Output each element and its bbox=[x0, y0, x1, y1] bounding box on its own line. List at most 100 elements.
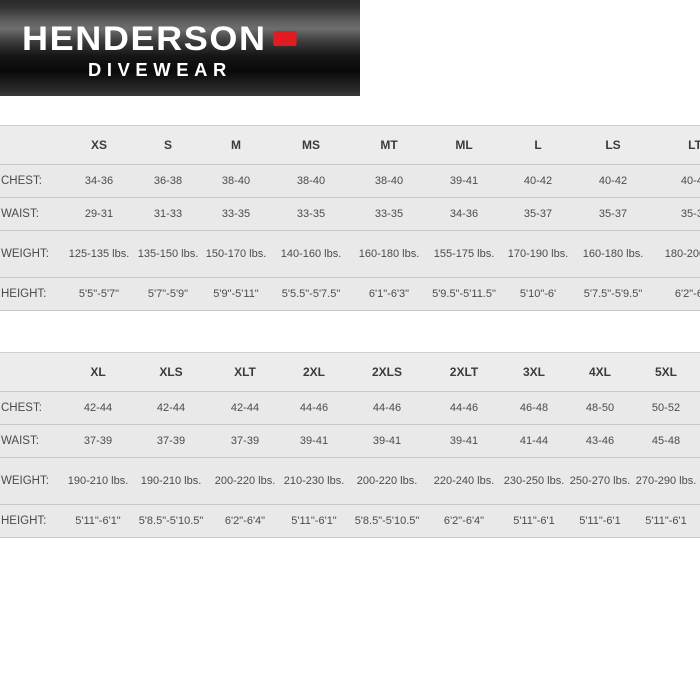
table-row: HEIGHT: 5'11"-6'1" 5'8.5"-5'10.5" 6'2"-6'4"… bbox=[0, 504, 700, 538]
row-label-height: HEIGHT: bbox=[0, 277, 63, 311]
column-header-xlt: XLT bbox=[209, 352, 281, 392]
brand-wordmark-text: HENDERSON bbox=[22, 20, 267, 58]
cell-waist-mt: 33-35 bbox=[351, 197, 427, 231]
column-header-3xl: 3XL bbox=[501, 352, 567, 392]
table-row: HEIGHT: 5'5"-5'7" 5'7"-5'9" 5'9"-5'11" 5'5.5… bbox=[0, 277, 700, 311]
cell-chest-xls: 42-44 bbox=[133, 391, 209, 425]
cell-weight-3xl: 230-250 lbs. bbox=[501, 457, 567, 505]
table-header-row: XS S M MS MT ML L LS LT bbox=[0, 125, 700, 165]
column-header-ml: ML bbox=[427, 125, 501, 165]
column-header-5xl: 5XL bbox=[633, 352, 699, 392]
cell-weight-s: 135-150 lbs. bbox=[135, 230, 201, 278]
cell-height-3xl: 5'11"-6'1 bbox=[501, 504, 567, 538]
column-header-xl: XL bbox=[63, 352, 133, 392]
column-header-4xl: 4XL bbox=[567, 352, 633, 392]
table-header-row: XLXLSXLT2XL2XLS2XLT3XL4XL5XL6XL bbox=[0, 352, 700, 392]
cell-chest-xl: 42-44 bbox=[63, 391, 133, 425]
size-table-2-container: XLXLSXLT2XL2XLS2XLT3XL4XL5XL6XL CHEST:42… bbox=[0, 352, 700, 538]
row-label-weight: WEIGHT: bbox=[0, 230, 63, 278]
cell-waist-xs: 29-31 bbox=[63, 197, 135, 231]
column-header-xls: XLS bbox=[133, 352, 209, 392]
cell-weight-5xl: 270-290 lbs. bbox=[633, 457, 699, 505]
cell-height-l: 5'10"-6' bbox=[501, 277, 575, 311]
cell-waist-3xl: 41-44 bbox=[501, 424, 567, 458]
size-table-1-container: XS S M MS MT ML L LS LT CHEST: 34-36 36-38 38-40 38-… bbox=[0, 125, 700, 311]
cell-weight-ms: 140-160 lbs. bbox=[271, 230, 351, 278]
cell-chest-l: 40-42 bbox=[501, 164, 575, 198]
column-header-2xl: 2XL bbox=[281, 352, 347, 392]
cell-waist-2xl: 39-41 bbox=[281, 424, 347, 458]
table-row: WAIST: 37-39 37-39 37-39 39-41 39-41 39-41 41-4… bbox=[0, 424, 700, 458]
cell-waist-2xlt: 39-41 bbox=[427, 424, 501, 458]
cell-chest-5xl: 50-52 bbox=[633, 391, 699, 425]
cell-height-xl: 5'11"-6'1" bbox=[63, 504, 133, 538]
cell-height-2xlt: 6'2"-6'4" bbox=[427, 504, 501, 538]
cell-chest-mt: 38-40 bbox=[351, 164, 427, 198]
column-header-ls: LS bbox=[575, 125, 651, 165]
cell-height-mt: 6'1"-6'3" bbox=[351, 277, 427, 311]
column-header-mt: MT bbox=[351, 125, 427, 165]
column-header-ms: MS bbox=[271, 125, 351, 165]
cell-height-ms: 5'5.5"-5'7.5" bbox=[271, 277, 351, 311]
column-header-2xlt: 2XLT bbox=[427, 352, 501, 392]
column-header-m: M bbox=[201, 125, 271, 165]
cell-height-s: 5'7"-5'9" bbox=[135, 277, 201, 311]
cell-height-ls: 5'7.5"-5'9.5" bbox=[575, 277, 651, 311]
table-body: CHEST: 42-44 42-44 42-44 44-46 44-46 44-46 46-4… bbox=[0, 391, 700, 538]
cell-height-2xls: 5'8.5"-5'10.5" bbox=[347, 504, 427, 538]
cell-weight-l: 170-190 lbs. bbox=[501, 230, 575, 278]
cell-chest-lt: 40-42 bbox=[651, 164, 700, 198]
cell-waist-4xl: 43-46 bbox=[567, 424, 633, 458]
cell-height-4xl: 5'11"-6'1 bbox=[567, 504, 633, 538]
cell-height-xls: 5'8.5"-5'10.5" bbox=[133, 504, 209, 538]
cell-weight-mt: 160-180 lbs. bbox=[351, 230, 427, 278]
cell-height-5xl: 5'11"-6'1 bbox=[633, 504, 699, 538]
row-label-waist: WAIST: bbox=[0, 424, 63, 458]
cell-chest-ml: 39-41 bbox=[427, 164, 501, 198]
cell-weight-m: 150-170 lbs. bbox=[201, 230, 271, 278]
column-header-2xls: 2XLS bbox=[347, 352, 427, 392]
row-label-weight: WEIGHT: bbox=[0, 457, 63, 505]
size-table-extended: XLXLSXLT2XL2XLS2XLT3XL4XL5XL6XL CHEST:42… bbox=[0, 352, 700, 538]
cell-waist-2xls: 39-41 bbox=[347, 424, 427, 458]
brand-wordmark: HENDERSON ® bbox=[22, 22, 360, 56]
cell-chest-ls: 40-42 bbox=[575, 164, 651, 198]
cell-waist-5xl: 45-48 bbox=[633, 424, 699, 458]
column-header-s: S bbox=[135, 125, 201, 165]
row-label-waist: WAIST: bbox=[0, 197, 63, 231]
cell-weight-ml: 155-175 lbs. bbox=[427, 230, 501, 278]
row-label-chest: CHEST: bbox=[0, 164, 63, 198]
table-row: CHEST: 42-44 42-44 42-44 44-46 44-46 44-46 46-4… bbox=[0, 391, 700, 425]
logo-inner: HENDERSON ® DIVEWEAR bbox=[22, 22, 342, 81]
cell-chest-3xl: 46-48 bbox=[501, 391, 567, 425]
cell-waist-ls: 35-37 bbox=[575, 197, 651, 231]
cell-waist-xl: 37-39 bbox=[63, 424, 133, 458]
cell-waist-xlt: 37-39 bbox=[209, 424, 281, 458]
cell-weight-2xls: 200-220 lbs. bbox=[347, 457, 427, 505]
cell-weight-xs: 125-135 lbs. bbox=[63, 230, 135, 278]
header-corner-cell bbox=[0, 125, 63, 165]
cell-height-xlt: 6'2"-6'4" bbox=[209, 504, 281, 538]
table-row: WAIST: 29-31 31-33 33-35 33-35 33-35 34-36 35-3… bbox=[0, 197, 700, 231]
table-row: WEIGHT: 190-210 lbs. 190-210 lbs. 200-220 l… bbox=[0, 457, 700, 505]
cell-weight-4xl: 250-270 lbs. bbox=[567, 457, 633, 505]
cell-weight-2xlt: 220-240 lbs. bbox=[427, 457, 501, 505]
cell-waist-ml: 34-36 bbox=[427, 197, 501, 231]
cell-chest-ms: 38-40 bbox=[271, 164, 351, 198]
cell-waist-l: 35-37 bbox=[501, 197, 575, 231]
cell-height-2xl: 5'11"-6'1" bbox=[281, 504, 347, 538]
cell-waist-ms: 33-35 bbox=[271, 197, 351, 231]
cell-chest-xs: 34-36 bbox=[63, 164, 135, 198]
cell-waist-xls: 37-39 bbox=[133, 424, 209, 458]
cell-weight-ls: 160-180 lbs. bbox=[575, 230, 651, 278]
cell-chest-m: 38-40 bbox=[201, 164, 271, 198]
cell-weight-xls: 190-210 lbs. bbox=[133, 457, 209, 505]
size-table-standard: XS S M MS MT ML L LS LT CHEST: 34-36 36-38 38-40 38-… bbox=[0, 125, 700, 311]
logo-red-accent-square bbox=[273, 31, 297, 46]
brand-logo-banner: HENDERSON ® DIVEWEAR bbox=[0, 0, 360, 96]
column-header-l: L bbox=[501, 125, 575, 165]
cell-weight-xl: 190-210 lbs. bbox=[63, 457, 133, 505]
cell-chest-s: 36-38 bbox=[135, 164, 201, 198]
row-label-chest: CHEST: bbox=[0, 391, 63, 425]
cell-weight-xlt: 200-220 lbs. bbox=[209, 457, 281, 505]
